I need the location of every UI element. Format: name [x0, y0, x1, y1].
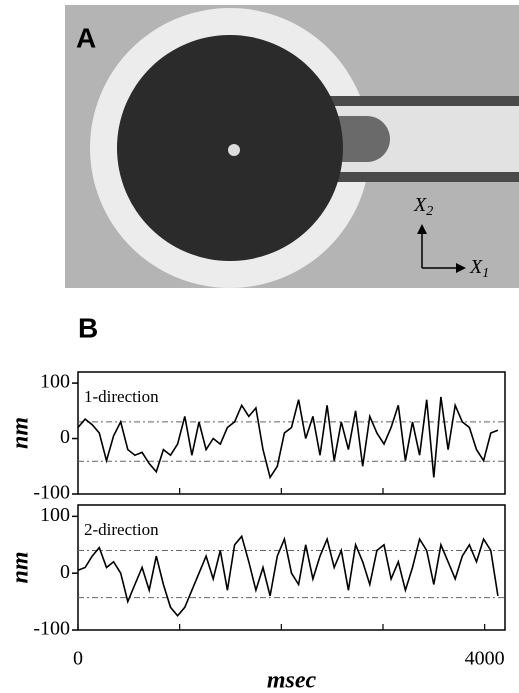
x-tick-label: 4000 — [465, 648, 505, 670]
axis-label: X1 — [469, 256, 489, 282]
x-axis-label: msec — [267, 668, 317, 693]
y-tick-label: 100 — [40, 504, 70, 526]
data-line — [77, 534, 499, 618]
y-tick-label: 0 — [60, 426, 70, 448]
plot-frame — [77, 371, 506, 495]
y-tick-label: 100 — [40, 371, 70, 393]
y-tick-label: -100 — [33, 482, 70, 504]
micrograph — [65, 5, 519, 288]
panel-label: A — [76, 22, 96, 53]
annotation: 1-direction — [84, 387, 159, 406]
data-line — [77, 396, 499, 480]
y-axis-label: nm — [8, 551, 34, 583]
annotation: 2-direction — [84, 520, 159, 539]
axis-label: X2 — [413, 194, 433, 220]
x-tick-label: 0 — [73, 648, 83, 670]
y-axis-label: nm — [8, 417, 34, 449]
plot-frame — [77, 504, 506, 631]
panel-label: B — [78, 312, 98, 343]
y-tick-label: 0 — [60, 561, 70, 583]
y-tick-label: -100 — [33, 618, 70, 640]
